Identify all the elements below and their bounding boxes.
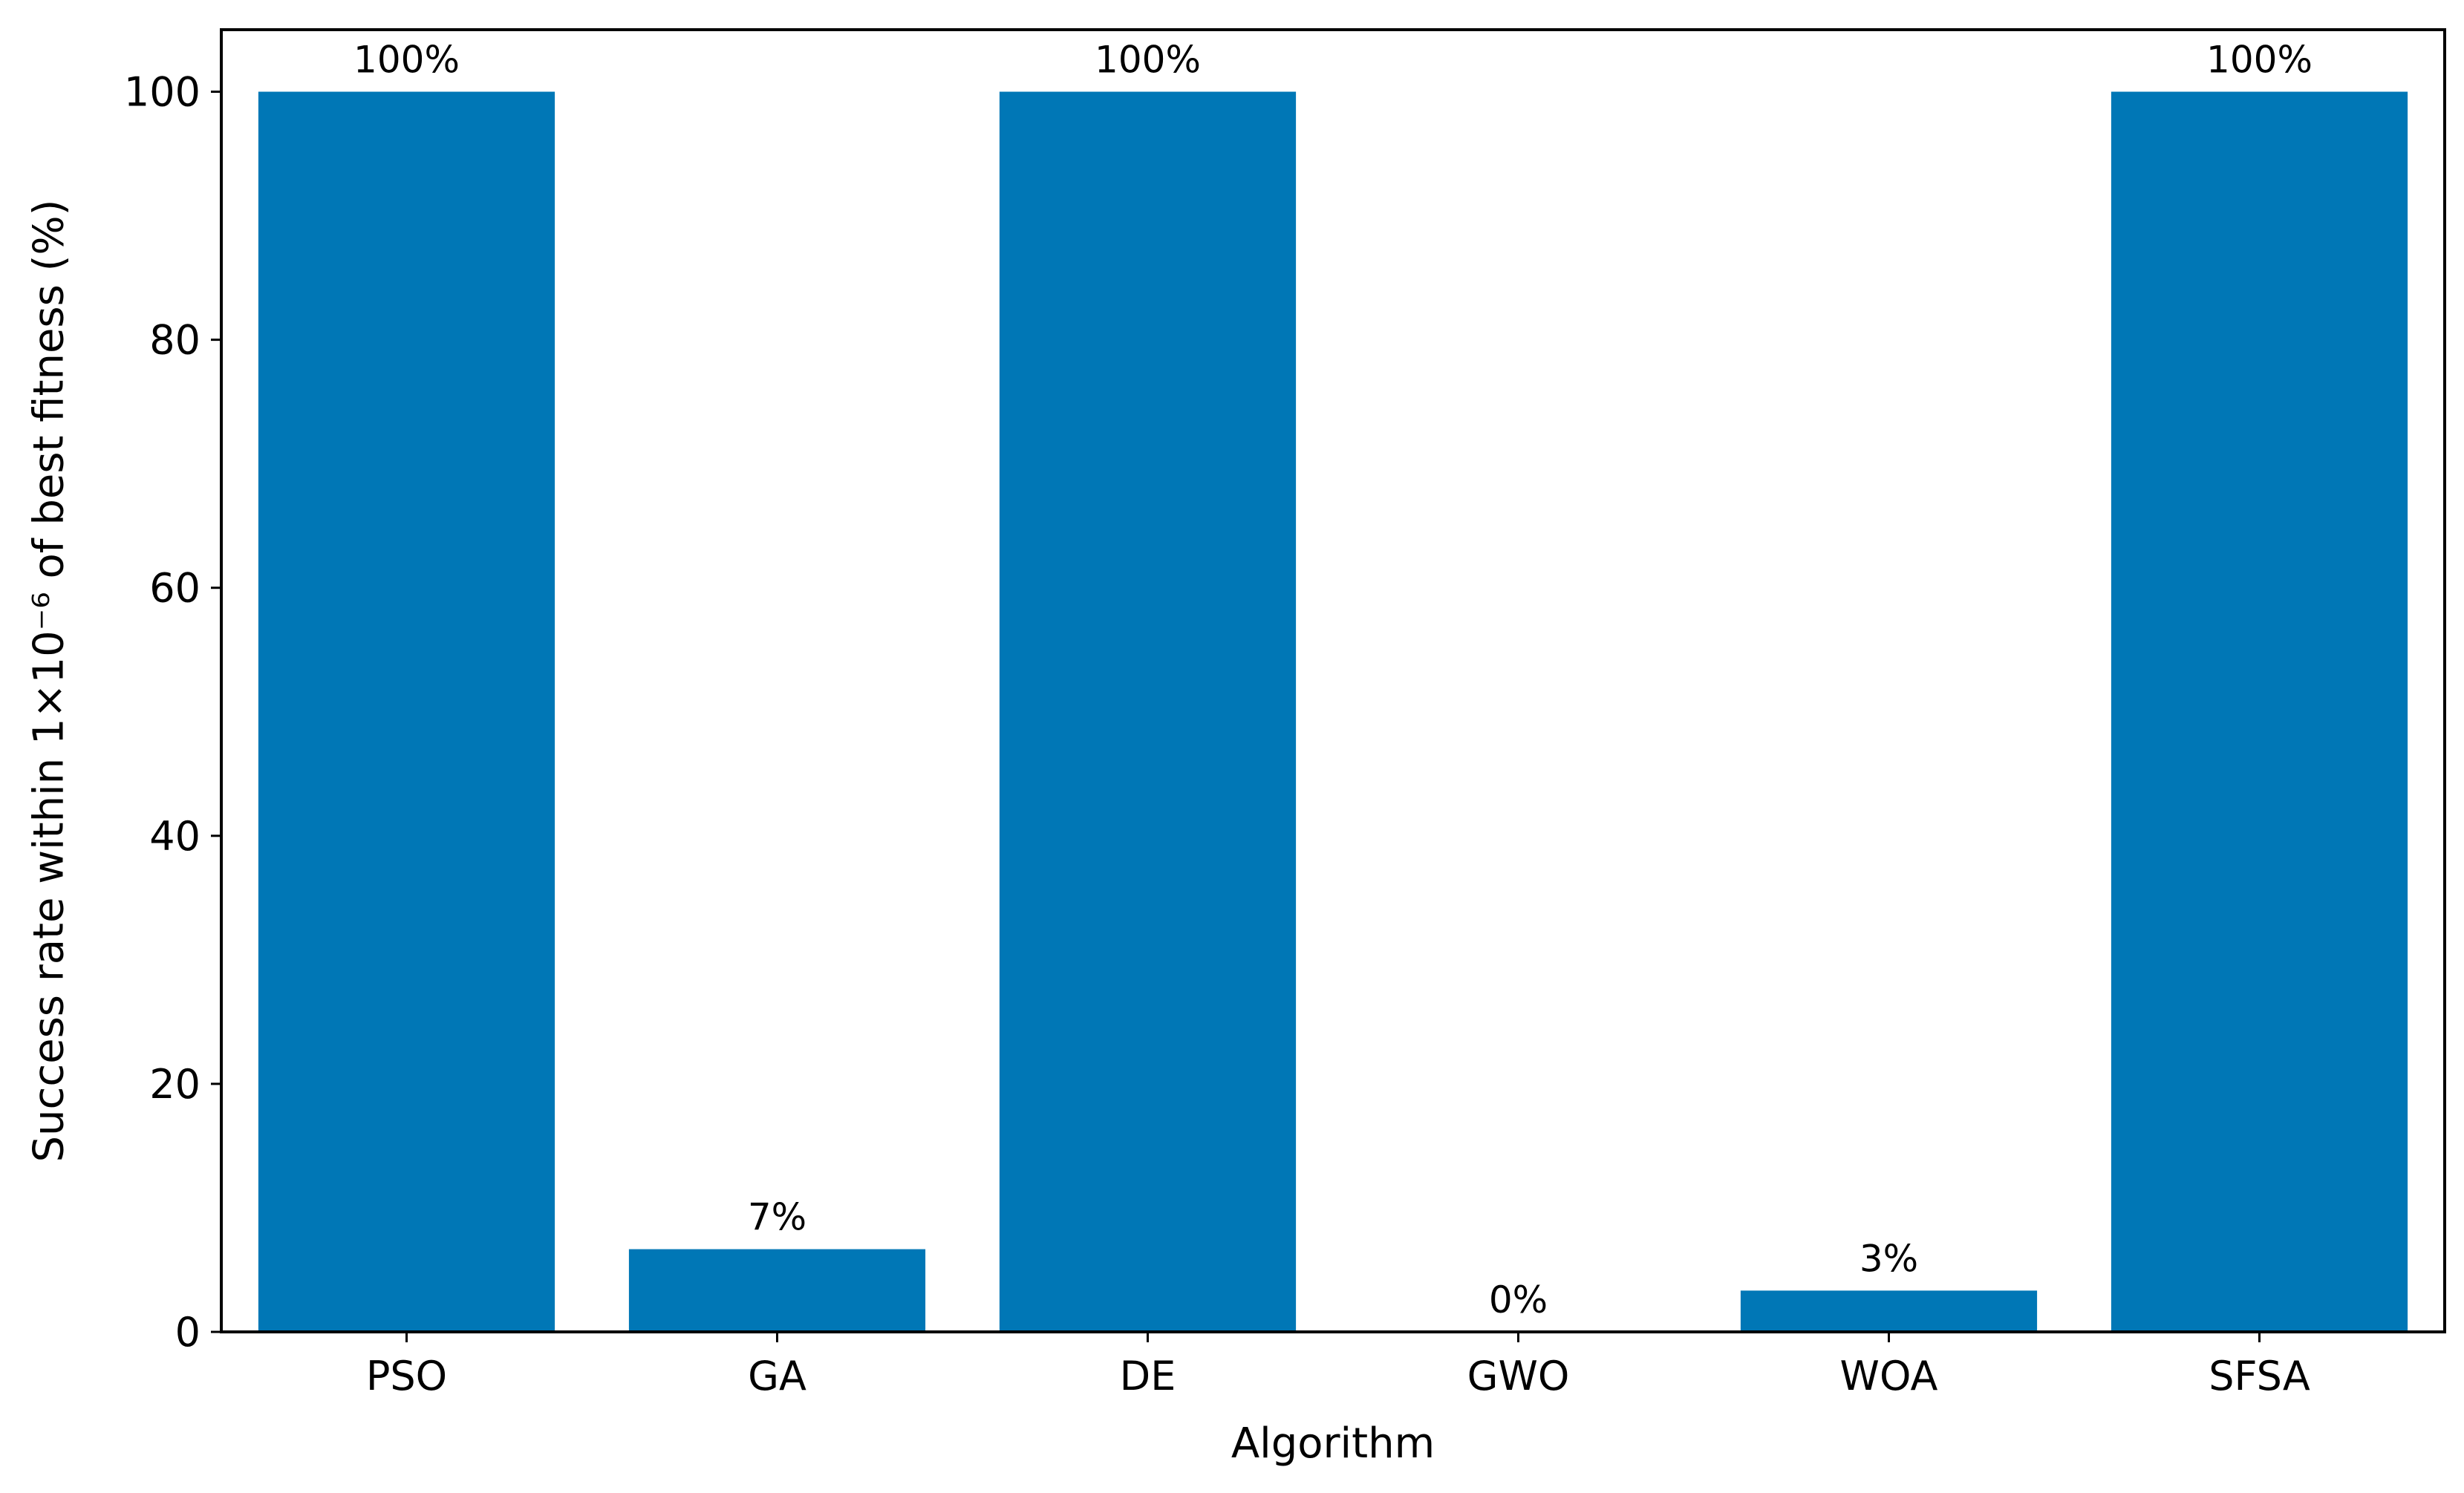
data-label-woa: 3% (1860, 1237, 1918, 1280)
bar-pso (258, 91, 555, 1333)
y-axis-title: Success rate within 1×10⁻⁶ of best fitne… (25, 200, 74, 1163)
bar-ga (628, 1249, 926, 1332)
y-tick-label: 20 (149, 1061, 201, 1108)
y-tick-label: 100 (124, 69, 201, 116)
x-tick-label-de: DE (1120, 1353, 1176, 1399)
x-tick-label-ga: GA (748, 1353, 806, 1399)
bar-de (999, 91, 1297, 1333)
x-tick-label-pso: PSO (366, 1353, 447, 1399)
y-tick-label: 40 (149, 813, 201, 860)
data-label-sfsa: 100% (2206, 39, 2313, 82)
data-label-de: 100% (1095, 39, 1201, 82)
data-label-ga: 7% (748, 1196, 806, 1239)
x-axis: PSO GA DE GWO WOA SFSA (366, 1332, 2310, 1399)
x-tick-label-sfsa: SFSA (2209, 1353, 2310, 1399)
data-label-gwo: 0% (1489, 1278, 1548, 1322)
plot-frame (220, 28, 2446, 1333)
bar-woa (1740, 1290, 2038, 1332)
data-labels-layer: 100% 7% 100% 0% 3% 100% (353, 39, 2313, 1322)
x-axis-title: Algorithm (1231, 1420, 1435, 1468)
bars-layer (258, 91, 2408, 1333)
bar-sfsa (2111, 91, 2408, 1333)
x-tick-label-gwo: GWO (1467, 1353, 1570, 1399)
data-label-pso: 100% (353, 39, 460, 82)
y-tick-label: 60 (149, 565, 201, 612)
y-tick-label: 80 (149, 317, 201, 364)
y-axis: 0 20 40 60 80 100 (124, 69, 221, 1356)
x-tick-label-woa: WOA (1840, 1353, 1938, 1399)
y-tick-label: 0 (175, 1309, 201, 1356)
